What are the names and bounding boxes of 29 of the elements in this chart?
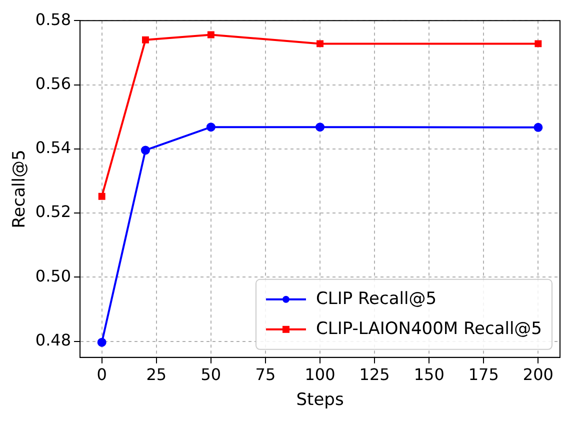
x-tick-label: 0 — [96, 365, 107, 384]
x-tick-label: 175 — [468, 365, 499, 384]
x-tick-label: 150 — [414, 365, 444, 384]
point — [206, 122, 216, 132]
y-tick-label: 0.50 — [35, 266, 72, 286]
x-tick-label: 125 — [359, 365, 390, 384]
x-tick-label: 75 — [255, 365, 276, 384]
y-tick-label: 0.54 — [35, 138, 72, 158]
x-axis-title: Steps — [296, 390, 344, 410]
legend-label: CLIP Recall@5 — [316, 288, 437, 309]
x-tick-label: 200 — [522, 365, 554, 384]
point — [534, 122, 543, 132]
y-axis-title: Recall@5 — [10, 150, 30, 228]
point — [207, 31, 214, 38]
x-tick-label: 50 — [200, 365, 222, 384]
legend-label: CLIP-LAION400M Recall@5 — [316, 318, 542, 339]
y-tick-label: 0.52 — [35, 202, 72, 222]
point — [98, 192, 106, 200]
y-tick-label: 0.56 — [35, 74, 72, 93]
y-tick-label: 0.48 — [35, 330, 72, 350]
point — [316, 122, 325, 132]
x-tick-label: 100 — [304, 365, 336, 384]
point — [140, 146, 150, 155]
point — [316, 40, 324, 48]
point — [142, 36, 149, 44]
point — [97, 338, 106, 347]
y-tick-label: 0.58 — [35, 10, 72, 29]
x-tick-label: 25 — [146, 365, 167, 384]
point — [534, 40, 542, 48]
